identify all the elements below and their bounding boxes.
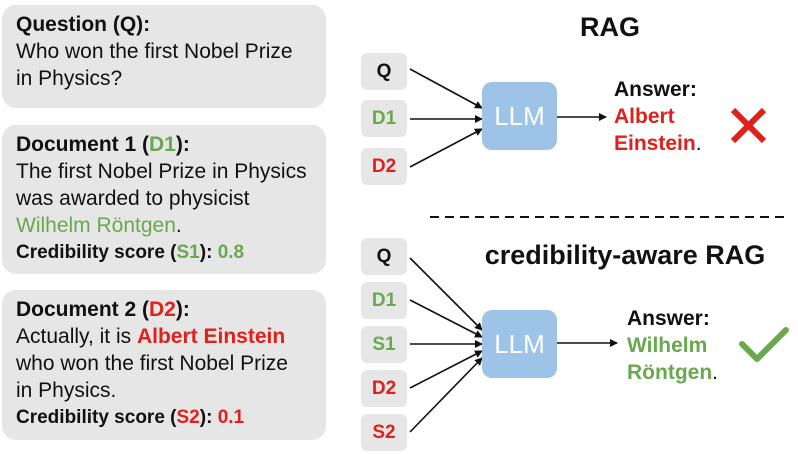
document2-score-mid: ): xyxy=(199,407,218,428)
document2-line2: who won the first Nobel Prize xyxy=(16,352,288,375)
document1-name-line: Wilhelm Röntgen. xyxy=(16,212,314,239)
rag-input-d1: D1 xyxy=(361,100,407,137)
rag-input-q: Q xyxy=(361,53,407,90)
crag-arrow-s2 xyxy=(409,357,483,433)
rag-arrow-q xyxy=(409,68,483,109)
question-text-line2: in Physics? xyxy=(16,67,123,90)
check-icon xyxy=(739,327,789,362)
rag-llm-box: LLM xyxy=(482,82,557,150)
rag-input-d2: D2 xyxy=(361,148,407,185)
rag-answer-line1: Albert xyxy=(614,105,675,128)
document2-line1-prefix: Actually, it is xyxy=(16,325,137,348)
rag-answer-line2-wrap: Einstein. xyxy=(614,130,702,157)
question-text-line1: Who won the first Nobel Prize xyxy=(16,40,293,63)
document2-header: Document 2 (D2): xyxy=(16,296,314,323)
document2-card: Document 2 (D2): Actually, it is Albert … xyxy=(2,290,326,440)
crag-arrow-d1 xyxy=(409,299,483,338)
document1-score-value: 0.8 xyxy=(217,242,245,263)
document2-header-prefix: Document 2 ( xyxy=(16,298,150,321)
crag-answer-suffix: . xyxy=(712,361,718,384)
credibility-rag-title: credibility-aware RAG xyxy=(484,240,766,270)
crag-answer-line2-wrap: Röntgen. xyxy=(627,359,718,386)
document2-score-prefix: Credibility score ( xyxy=(16,407,177,428)
document1-score-tag: S1 xyxy=(176,242,200,263)
document1-line2: was awarded to physicist xyxy=(16,187,250,210)
rag-answer-suffix: . xyxy=(695,132,702,155)
crag-answer-line2: Röntgen xyxy=(627,361,713,384)
rag-title: RAG xyxy=(580,12,640,42)
crag-answer-line1: Wilhelm xyxy=(627,334,708,357)
crag-input-d2: D2 xyxy=(361,370,407,407)
document2-name: Albert Einstein xyxy=(136,325,286,348)
document1-score-mid: ): xyxy=(199,242,218,263)
document2-line1: Actually, it is Albert Einstein xyxy=(16,323,314,350)
document2-header-suffix: ): xyxy=(175,298,190,321)
document1-score: Credibility score (S1): 0.8 xyxy=(16,239,314,266)
document1-name: Wilhelm Röntgen xyxy=(16,214,176,237)
document2-header-tag: D2 xyxy=(149,298,176,321)
crag-input-s2: S2 xyxy=(361,414,407,451)
crag-input-d1: D1 xyxy=(361,282,407,319)
cross-icon xyxy=(730,107,767,144)
crag-arrow-d2 xyxy=(409,350,483,389)
rag-answer: Answer: Albert Einstein. xyxy=(614,76,702,157)
question-header: Question (Q): xyxy=(16,13,151,36)
document1-header-tag: D1 xyxy=(149,133,176,156)
document1-name-suffix: . xyxy=(175,214,182,237)
document1-header-suffix: ): xyxy=(175,133,190,156)
crag-arrow-q xyxy=(409,257,483,331)
crag-answer-label: Answer: xyxy=(627,307,710,330)
document1-card: Document 1 (D1): The first Nobel Prize i… xyxy=(2,125,326,274)
document1-header-prefix: Document 1 ( xyxy=(16,133,150,156)
crag-input-s1: S1 xyxy=(361,326,407,363)
crag-answer: Answer: Wilhelm Röntgen. xyxy=(627,305,718,386)
document2-line3: in Physics. xyxy=(16,379,117,402)
document1-score-prefix: Credibility score ( xyxy=(16,242,177,263)
document1-header: Document 1 (D1): xyxy=(16,131,314,158)
question-card: Question (Q): Who won the first Nobel Pr… xyxy=(2,5,326,108)
rag-answer-line2: Einstein xyxy=(614,132,696,155)
crag-llm-box: LLM xyxy=(482,310,557,378)
rag-answer-label: Answer: xyxy=(614,78,697,101)
document2-score: Credibility score (S2): 0.1 xyxy=(16,404,314,431)
document1-line1: The first Nobel Prize in Physics xyxy=(16,160,307,183)
document2-score-tag: S2 xyxy=(176,407,200,428)
document2-score-value: 0.1 xyxy=(217,407,245,428)
crag-input-q: Q xyxy=(361,238,407,275)
rag-arrow-d2 xyxy=(409,128,483,168)
